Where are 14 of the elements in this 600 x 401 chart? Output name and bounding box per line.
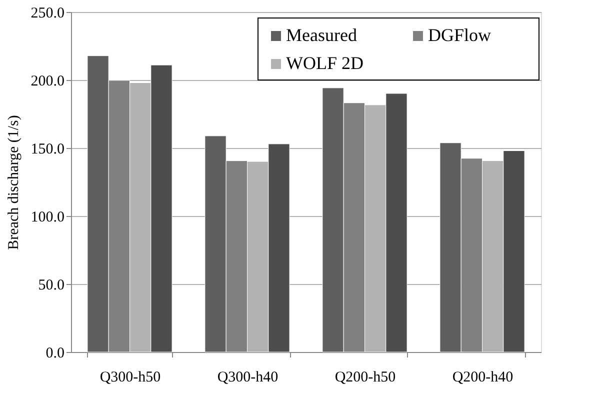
y-tick-label: 100.0 xyxy=(30,210,64,226)
y-tick-label: 250.0 xyxy=(30,6,64,22)
y-tick-label: 200.0 xyxy=(30,74,64,90)
y-tick-label: 50.0 xyxy=(38,278,64,294)
legend-label: WOLF 2D xyxy=(286,53,364,73)
legend-label: Measured xyxy=(286,25,357,45)
x-tick-label: Q300-h40 xyxy=(217,370,278,386)
legend-label: DGFlow xyxy=(428,25,492,45)
x-tick-label: Q200-h50 xyxy=(334,370,396,386)
y-tick-label: 150.0 xyxy=(30,142,64,158)
x-tick-label: Q200-h40 xyxy=(452,370,514,386)
y-axis-title: Breach discharge (1/s) xyxy=(6,115,22,250)
x-tick-label: Q300-h50 xyxy=(100,370,161,386)
y-tick-label: 0.0 xyxy=(46,346,64,362)
